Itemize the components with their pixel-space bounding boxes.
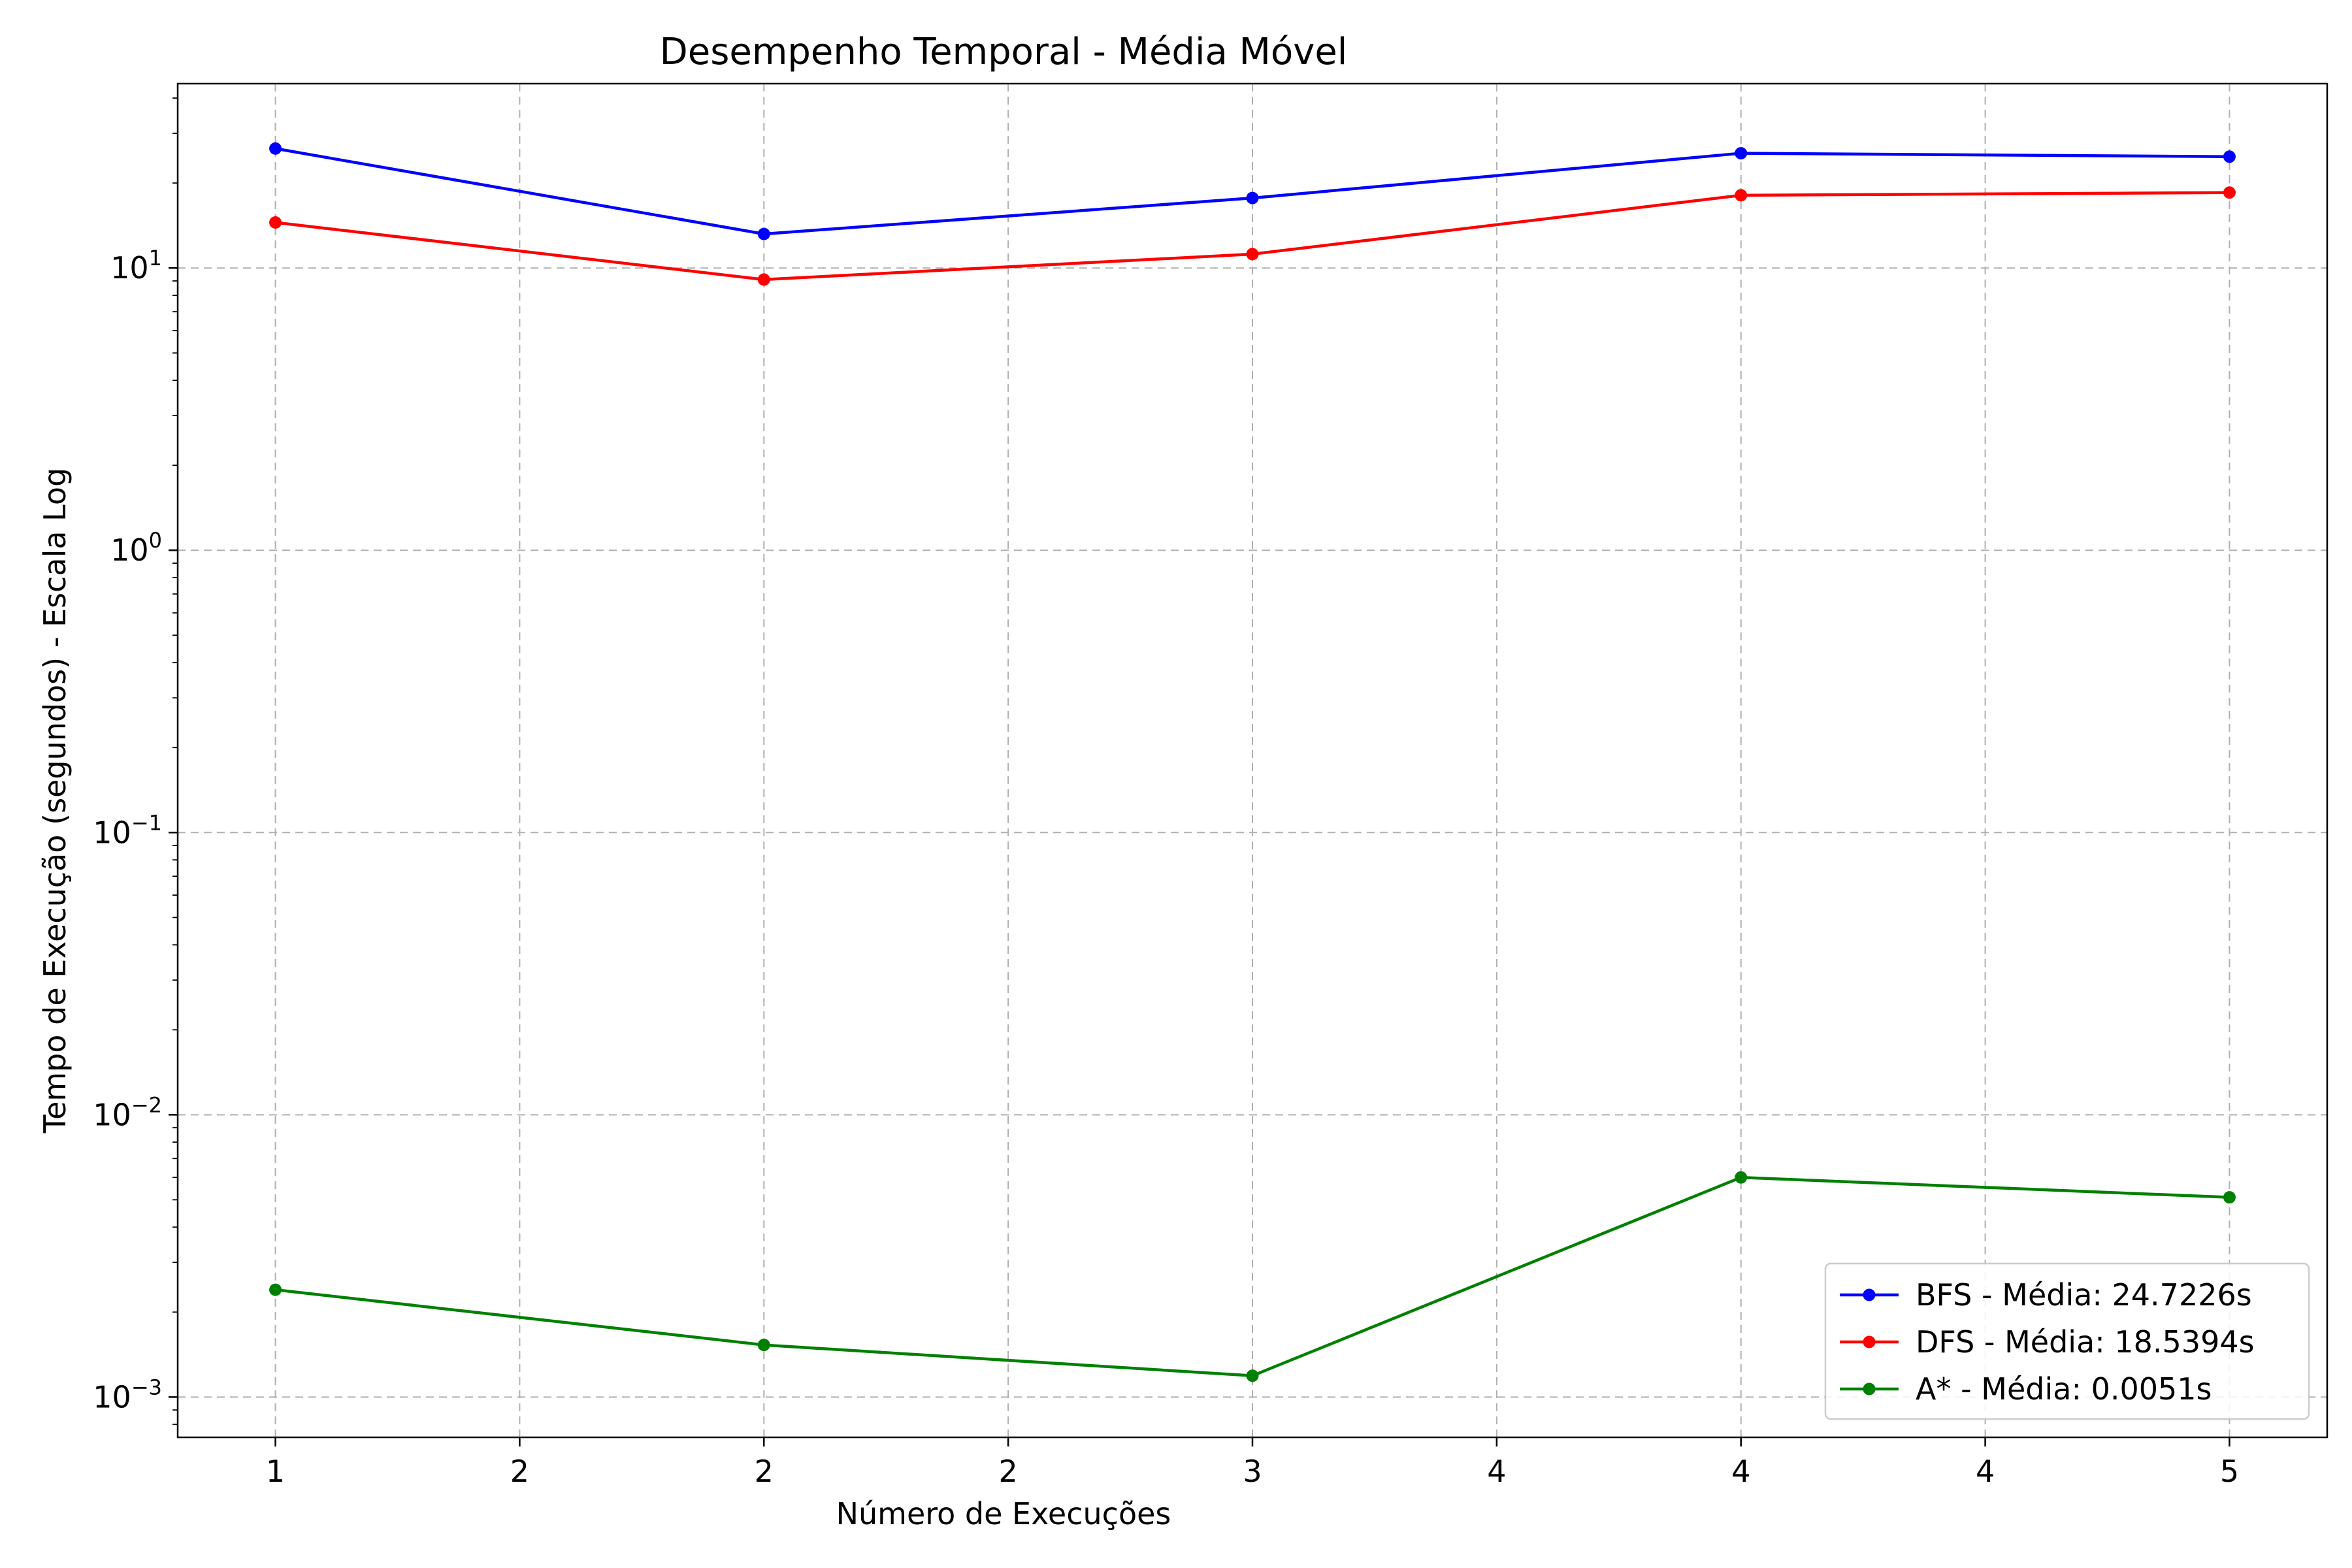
x-tick-label: 4 xyxy=(1976,1454,1995,1489)
y-tick-label: 100 xyxy=(110,528,162,568)
data-point xyxy=(1735,147,1748,160)
data-point xyxy=(757,1339,770,1352)
x-tick-label: 1 xyxy=(266,1454,285,1489)
data-point xyxy=(1246,191,1259,204)
data-point xyxy=(1246,248,1259,261)
data-point xyxy=(2223,186,2236,199)
data-point xyxy=(1735,189,1748,202)
series-3 xyxy=(269,1171,2236,1382)
y-tick-label: 10−3 xyxy=(93,1375,162,1414)
x-tick-label: 5 xyxy=(2220,1454,2239,1489)
y-tick-label: 10−2 xyxy=(93,1092,162,1132)
x-axis-label: Número de Execuções xyxy=(836,1496,1171,1531)
y-tick-label: 10−1 xyxy=(93,810,162,850)
x-tick-label: 3 xyxy=(1243,1454,1262,1489)
legend-label: DFS - Média: 18.5394s xyxy=(1916,1324,2255,1360)
data-point xyxy=(757,273,770,286)
grid-lines xyxy=(178,84,2327,1437)
legend-label: A* - Média: 0.0051s xyxy=(1916,1371,2212,1407)
x-tick-label: 2 xyxy=(510,1454,529,1489)
data-point xyxy=(757,227,770,240)
x-tick-label: 4 xyxy=(1731,1454,1750,1489)
legend-marker xyxy=(1863,1382,1876,1396)
legend-label: BFS - Média: 24.7226s xyxy=(1916,1277,2252,1313)
data-point xyxy=(269,216,282,229)
y-axis-label: Tempo de Execução (segundos) - Escala Lo… xyxy=(37,468,73,1134)
data-point xyxy=(2223,1191,2236,1204)
legend: BFS - Média: 24.7226s DFS - Média: 18.539… xyxy=(1824,1262,2310,1420)
legend-box xyxy=(1824,1262,2310,1420)
data-point xyxy=(1246,1369,1259,1382)
chart-title: Desempenho Temporal - Média Móvel xyxy=(660,31,1348,73)
data-point xyxy=(269,1283,282,1296)
x-tick-label: 4 xyxy=(1487,1454,1506,1489)
x-tick-label: 2 xyxy=(998,1454,1017,1489)
legend-marker xyxy=(1863,1288,1876,1301)
x-tick-label: 2 xyxy=(755,1454,774,1489)
data-point xyxy=(1735,1171,1748,1184)
legend-marker xyxy=(1863,1335,1876,1348)
data-point xyxy=(2223,150,2236,163)
series-2 xyxy=(269,186,2236,286)
data-point xyxy=(269,142,282,155)
series-1 xyxy=(269,142,2236,240)
series-lines xyxy=(269,142,2236,1382)
axes: 1 2 2 2 3 4 4 4 5 10−3 10−2 10−1 100 101 xyxy=(93,97,2239,1489)
y-tick-label: 101 xyxy=(110,246,162,286)
